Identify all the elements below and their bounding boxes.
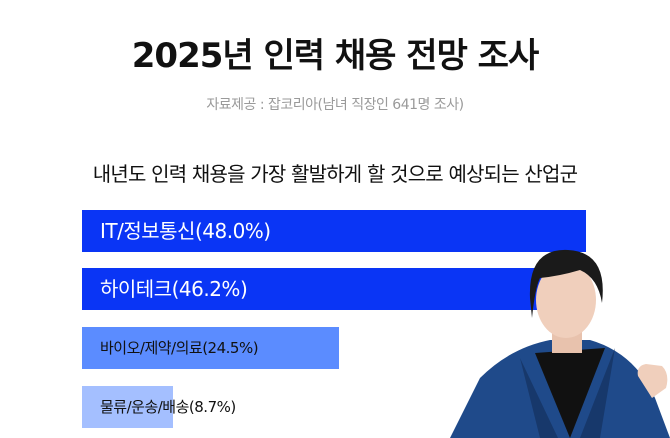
bar-label: IT/정보통신(48.0%) [100,219,271,243]
bar-4: 물류/운송/배송(8.7%) [82,386,236,428]
source-note: 자료제공 : 잡코리아(남녀 직장인 641명 조사) [206,97,464,113]
bar-1: IT/정보통신(48.0%) [82,210,586,252]
bar-label: 하이테크(46.2%) [100,277,248,301]
bar-label: 물류/운송/배송(8.7%) [100,398,236,416]
person-photo [450,249,670,438]
bar-label: 바이오/제약/의료(24.5%) [100,339,259,357]
bar-3: 바이오/제약/의료(24.5%) [82,327,340,369]
chart-title: 내년도 인력 채용을 가장 활발하게 할 것으로 예상되는 산업군 [92,162,578,186]
bar-2: 하이테크(46.2%) [82,268,568,310]
page-title: 2025년 인력 채용 전망 조사 [131,36,540,76]
